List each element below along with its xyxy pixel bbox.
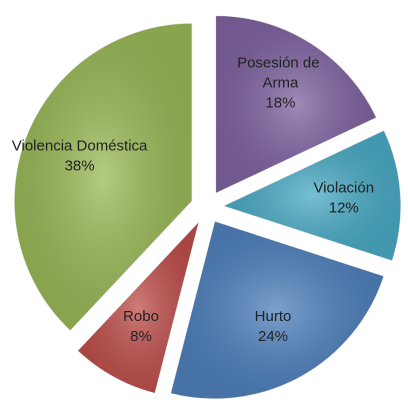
slice-label: Robo	[123, 308, 159, 325]
slice-label: Posesión de Arma	[237, 54, 324, 91]
label-line: Posesión de	[237, 54, 324, 71]
label-line: Arma	[263, 74, 299, 91]
slice-value: 18%	[265, 94, 295, 111]
slice-label: Violencia Doméstica	[12, 138, 148, 155]
slice-value: 24%	[258, 328, 288, 345]
slice-label: Hurto	[255, 308, 292, 325]
slice-label: Violación	[313, 179, 374, 196]
slice-value: 8%	[130, 328, 152, 345]
slice-value: 38%	[65, 158, 95, 175]
slice-value: 12%	[329, 199, 359, 216]
